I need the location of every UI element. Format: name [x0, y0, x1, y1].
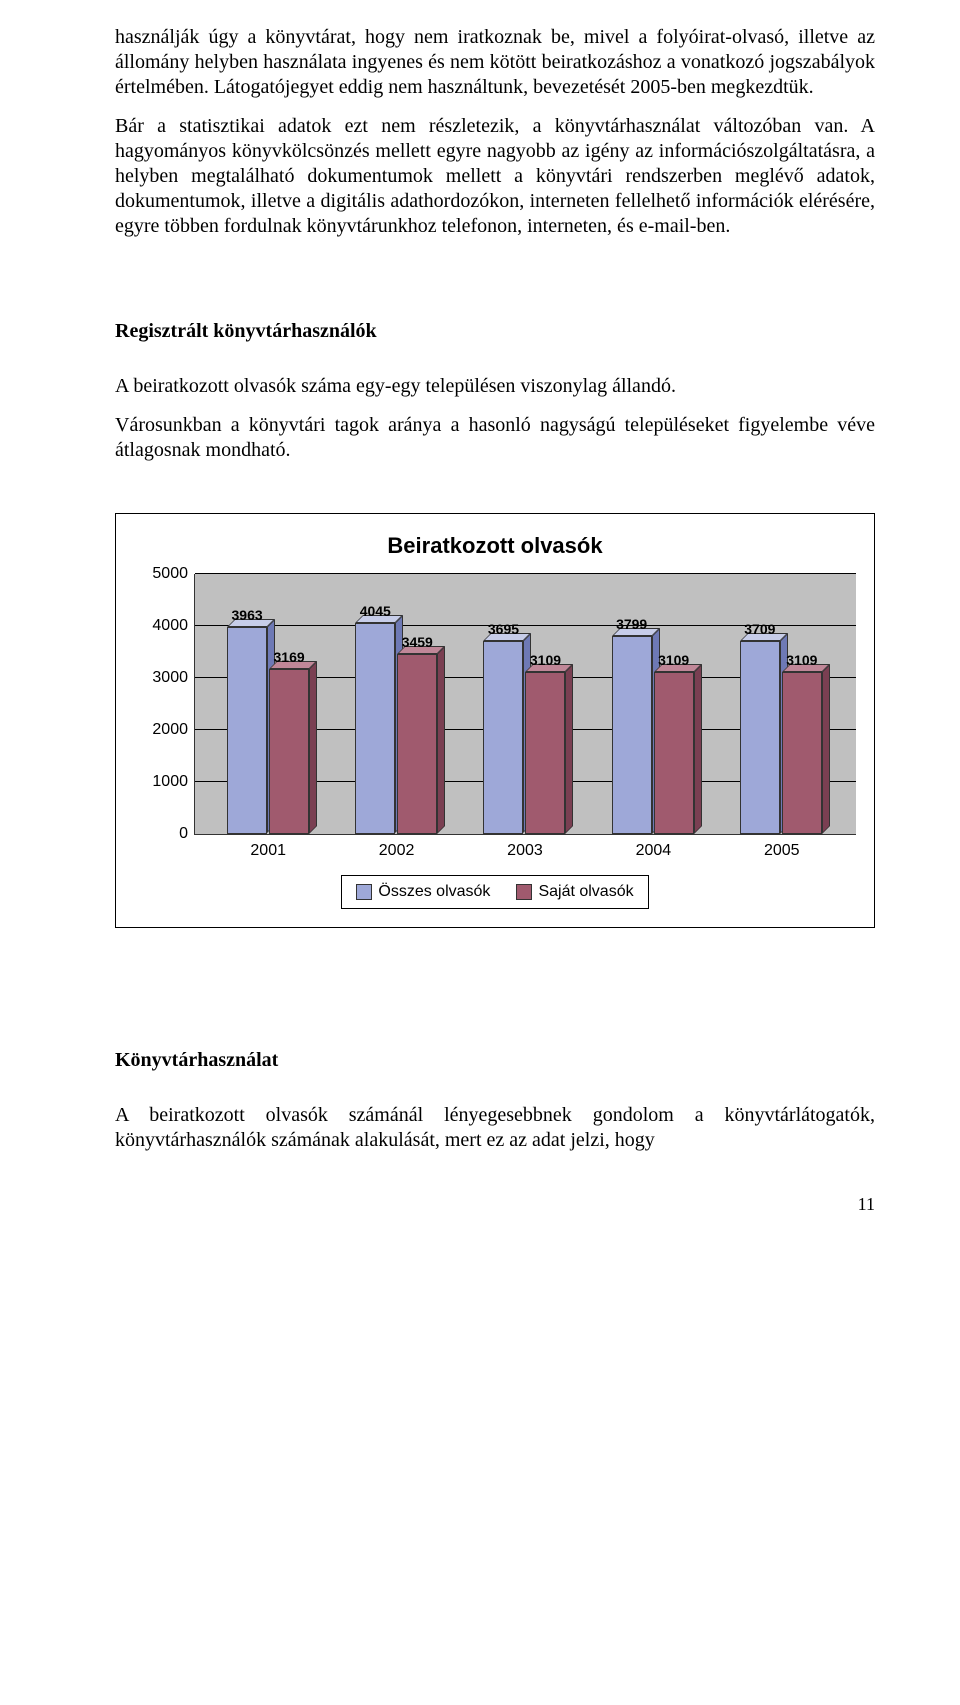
section3-paragraph-1: A beiratkozott olvasók számánál lényeges… [115, 1103, 875, 1153]
chart-x-axis: 2001 2002 2003 2004 2005 [134, 835, 856, 861]
chart-category-group: 39633169 [227, 627, 311, 833]
section2-paragraph-1: A beiratkozott olvasók száma egy-egy tel… [115, 374, 875, 399]
chart-bar-value-label: 3109 [658, 652, 689, 670]
chart-x-tick: 2001 [218, 841, 318, 861]
readers-chart-container: Beiratkozott olvasók 0 1000 2000 3000 4000 50… [115, 513, 875, 928]
chart-x-tick: 2002 [347, 841, 447, 861]
chart-legend-swatch [516, 884, 532, 900]
chart-category-group: 37993109 [612, 636, 696, 834]
chart-legend-label: Saját olvasók [538, 882, 633, 902]
chart-bar-value-label: 3459 [402, 634, 433, 652]
chart-bar: 3109 [525, 672, 565, 834]
chart-y-tick: 2000 [134, 720, 188, 740]
chart-bar: 3963 [227, 627, 267, 833]
chart-y-tick: 0 [134, 824, 188, 844]
chart-bar: 3109 [654, 672, 694, 834]
chart-y-tick: 3000 [134, 668, 188, 688]
chart-bar: 3709 [740, 641, 780, 834]
section2-paragraph-2: Városunkban a könyvtári tagok aránya a h… [115, 413, 875, 463]
chart-y-axis: 010002000300040005000 [134, 574, 194, 834]
chart-title: Beiratkozott olvasók [134, 532, 856, 560]
heading-library-usage: Könyvtárhasználat [115, 1048, 875, 1073]
chart-legend-item: Saját olvasók [516, 882, 633, 902]
chart-plot-wrap: 010002000300040005000 396331694045345936… [134, 574, 856, 835]
chart-bar: 3169 [269, 669, 309, 834]
chart-legend-item: Összes olvasók [356, 882, 490, 902]
chart-bar-value-label: 3695 [488, 621, 519, 639]
chart-y-tick: 1000 [134, 772, 188, 792]
chart-category-group: 40453459 [355, 623, 439, 833]
chart-y-tick: 5000 [134, 564, 188, 584]
chart-legend-swatch [356, 884, 372, 900]
chart-bars: 3963316940453459369531093799310937093109 [195, 574, 856, 834]
chart-bar: 3695 [483, 641, 523, 833]
page-number: 11 [115, 1193, 875, 1216]
document-page: használják úgy a könyvtárat, hogy nem ir… [0, 0, 960, 1255]
chart-plot-area: 3963316940453459369531093799310937093109 [194, 574, 856, 835]
chart-bar-value-label: 3109 [786, 652, 817, 670]
heading-registered-users: Regisztrált könyvtárhasználók [115, 319, 875, 344]
chart-bar: 3109 [782, 672, 822, 834]
chart-x-tick: 2005 [732, 841, 832, 861]
chart-category-group: 36953109 [483, 641, 567, 833]
chart-bar-value-label: 3963 [232, 607, 263, 625]
chart-bar-value-label: 3109 [530, 652, 561, 670]
intro-paragraph-2: Bár a statisztikai adatok ezt nem részle… [115, 114, 875, 239]
chart-bar-value-label: 3799 [616, 616, 647, 634]
chart-bar-value-label: 4045 [360, 603, 391, 621]
chart-bar-value-label: 3169 [274, 649, 305, 667]
intro-paragraph-1: használják úgy a könyvtárat, hogy nem ir… [115, 25, 875, 100]
chart-legend: Összes olvasók Saját olvasók [341, 875, 648, 909]
chart-x-tick: 2004 [603, 841, 703, 861]
chart-bar: 3459 [397, 654, 437, 834]
chart-bar: 4045 [355, 623, 395, 833]
chart-x-tick: 2003 [475, 841, 575, 861]
chart-bar-value-label: 3709 [744, 621, 775, 639]
chart-category-group: 37093109 [740, 641, 824, 834]
chart-bar: 3799 [612, 636, 652, 834]
chart-legend-label: Összes olvasók [378, 882, 490, 902]
chart-y-tick: 4000 [134, 616, 188, 636]
